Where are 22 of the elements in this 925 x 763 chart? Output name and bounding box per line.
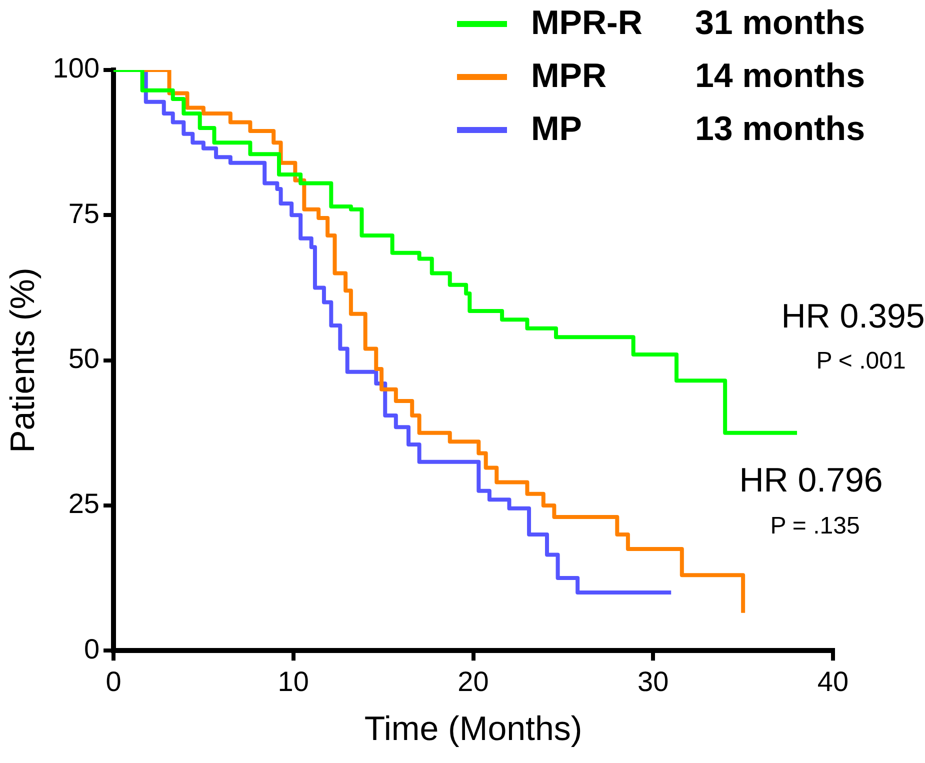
annotation: HR 0.796	[739, 461, 883, 500]
text: 31 months	[694, 4, 865, 43]
annotation: 14 months	[694, 57, 865, 96]
x-tick-label: 30	[638, 666, 669, 698]
y-tick-label: 75	[68, 198, 100, 229]
x-tick-label: 20	[458, 666, 489, 698]
y-axis-title: Patients (%)	[4, 268, 42, 453]
x-tick-label: 10	[278, 666, 309, 698]
annotation: P = .135	[770, 512, 860, 540]
annotation: 13 months	[694, 110, 865, 149]
x-axis-title: Time (Months)	[364, 710, 582, 748]
x-tick-label: 0	[106, 666, 122, 698]
annotation: P < .001	[816, 348, 906, 375]
legend-label: MP	[530, 110, 583, 149]
y-tick-label: 25	[68, 488, 100, 520]
y-tick-label: 50	[68, 343, 100, 374]
y-tick-label: 0	[84, 633, 100, 664]
annotation: HR 0.395	[781, 297, 925, 336]
x-tick-label: 40	[817, 666, 849, 698]
legend-label: MPR	[530, 57, 608, 96]
legend-label: MPR-R	[530, 4, 644, 43]
y-tick-label: 100	[52, 52, 100, 84]
